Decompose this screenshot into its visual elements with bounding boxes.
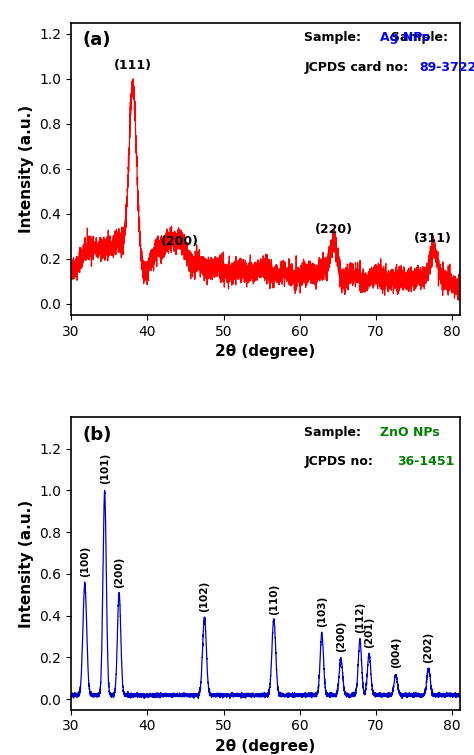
Text: 36-1451: 36-1451 xyxy=(398,455,455,468)
Y-axis label: Intensity (a.u.): Intensity (a.u.) xyxy=(19,500,34,627)
Text: (200): (200) xyxy=(161,235,199,248)
Text: (111): (111) xyxy=(114,59,152,72)
Text: JCPDS card no:: JCPDS card no: xyxy=(304,60,413,74)
Text: 89-3722: 89-3722 xyxy=(419,60,474,74)
Text: (004): (004) xyxy=(391,637,401,668)
X-axis label: 2θ (degree): 2θ (degree) xyxy=(215,739,316,754)
Text: (200): (200) xyxy=(114,556,124,588)
Text: (220): (220) xyxy=(315,223,353,236)
Text: (200): (200) xyxy=(336,621,346,652)
Text: ZnO NPs: ZnO NPs xyxy=(380,426,440,439)
Text: Sample:: Sample: xyxy=(391,32,452,45)
Text: (b): (b) xyxy=(83,426,112,444)
Text: (112): (112) xyxy=(355,602,365,633)
Text: Sample:: Sample: xyxy=(304,426,365,439)
Text: (202): (202) xyxy=(424,632,434,664)
Text: (100): (100) xyxy=(80,546,90,577)
Text: (102): (102) xyxy=(200,581,210,612)
Text: (311): (311) xyxy=(414,233,452,245)
Text: (a): (a) xyxy=(83,32,111,49)
Text: (101): (101) xyxy=(100,453,109,484)
X-axis label: 2θ (degree): 2θ (degree) xyxy=(215,344,316,359)
Text: Sample:: Sample: xyxy=(304,32,365,45)
Text: (103): (103) xyxy=(317,595,327,627)
Text: JCPDS no:: JCPDS no: xyxy=(304,455,378,468)
Text: (201): (201) xyxy=(364,617,374,648)
Text: (110): (110) xyxy=(269,584,279,615)
Y-axis label: Intensity (a.u.): Intensity (a.u.) xyxy=(19,105,34,233)
Text: Ag NPs: Ag NPs xyxy=(380,32,429,45)
